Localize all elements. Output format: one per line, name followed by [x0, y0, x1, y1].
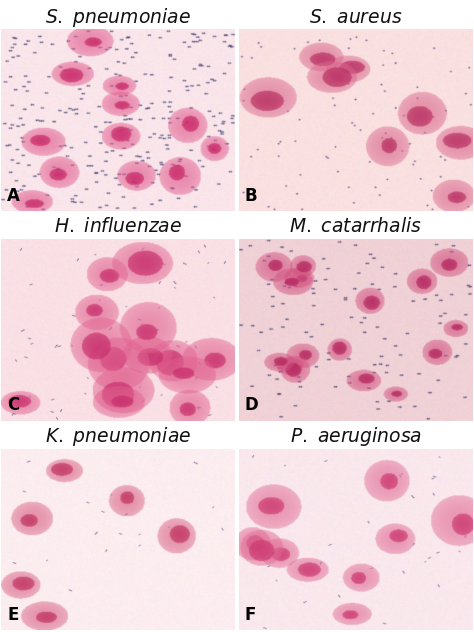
- Text: $\mathbf{\mathit{K.\ pneumoniae}}$: $\mathbf{\mathit{K.\ pneumoniae}}$: [45, 425, 191, 447]
- Text: $\mathbf{\mathit{P.\ aeruginosa}}$: $\mathbf{\mathit{P.\ aeruginosa}}$: [290, 425, 422, 447]
- Text: C: C: [7, 396, 19, 414]
- Text: B: B: [245, 186, 257, 205]
- Text: D: D: [245, 396, 259, 414]
- Text: $\mathbf{\mathit{S.\ aureus}}$: $\mathbf{\mathit{S.\ aureus}}$: [309, 8, 402, 27]
- Text: F: F: [245, 605, 256, 624]
- Text: A: A: [7, 186, 20, 205]
- Text: $\mathbf{\mathit{M.\ catarrhalis}}$: $\mathbf{\mathit{M.\ catarrhalis}}$: [289, 217, 422, 236]
- Text: E: E: [7, 605, 18, 624]
- Text: $\mathbf{\mathit{H.\ influenzae}}$: $\mathbf{\mathit{H.\ influenzae}}$: [54, 217, 182, 236]
- Text: $\mathbf{\mathit{S.\ pneumoniae}}$: $\mathbf{\mathit{S.\ pneumoniae}}$: [45, 6, 191, 28]
